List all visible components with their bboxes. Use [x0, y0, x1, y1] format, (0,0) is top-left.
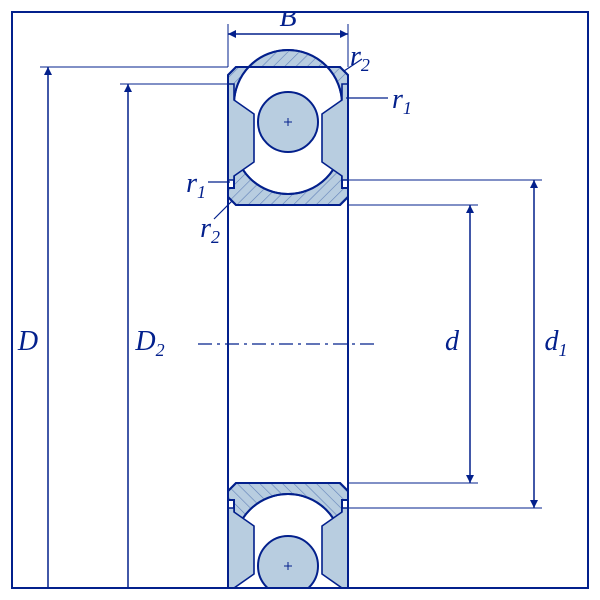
label-r1-right: r1 — [392, 84, 412, 118]
label-D2: D2 — [134, 326, 164, 360]
shield-right — [322, 508, 348, 600]
bearing-cross-section-diagram: B D D2 d d1 r2 r1 r1 r2 — [0, 0, 600, 600]
label-r2-top: r2 — [350, 41, 370, 75]
label-B: B — [279, 2, 296, 33]
shield-left — [228, 84, 254, 180]
label-d1: d1 — [545, 326, 568, 360]
top-section — [228, 50, 348, 205]
shield-right — [322, 84, 348, 180]
label-r2-bottom: r2 — [200, 213, 220, 247]
label-D: D — [17, 326, 38, 357]
bottom-section — [228, 483, 348, 600]
label-r1-left: r1 — [186, 168, 206, 202]
label-d: d — [445, 326, 460, 357]
shield-left — [228, 508, 254, 600]
